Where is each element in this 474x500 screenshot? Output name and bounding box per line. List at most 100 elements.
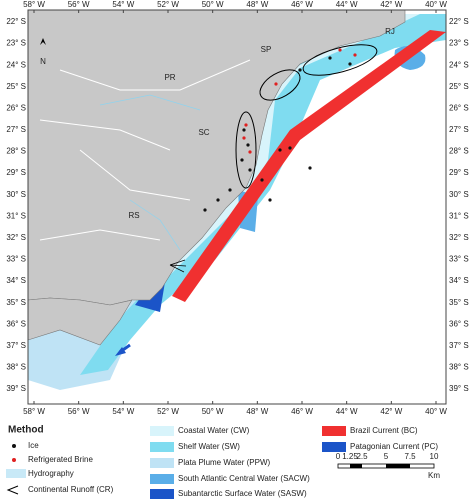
legend-bc <box>322 426 346 436</box>
map: N SP RJ PR SC RS <box>27 9 447 405</box>
lat-label: 35° S <box>6 298 26 307</box>
legend-runoff <box>6 485 19 495</box>
legend-label: Refrigerated Brine <box>28 455 93 464</box>
region-label: PR <box>164 73 175 82</box>
lon-label: 56° W <box>68 407 90 416</box>
brazil-current <box>172 30 446 302</box>
lat-label: 26° S <box>449 103 469 112</box>
lat-label: 25° S <box>449 82 469 91</box>
lon-label: 56° W <box>68 0 90 9</box>
legend-label: Shelf Water (SW) <box>178 442 240 451</box>
hydrography <box>99 94 201 251</box>
lat-label: 31° S <box>449 211 469 220</box>
legend-hydro <box>6 469 26 478</box>
lat-label: 28° S <box>449 147 469 156</box>
lat-label: 34° S <box>6 276 26 285</box>
legend-sw <box>150 442 174 452</box>
lon-label: 42° W <box>380 0 402 9</box>
lon-label: 58° W <box>23 407 45 416</box>
lon-label: 40° W <box>425 0 447 9</box>
scale-bar: 0 1.252.5 5 7.5 10 Km <box>336 452 441 480</box>
lat-label: 37° S <box>449 341 469 350</box>
lat-label: 32° S <box>6 233 26 242</box>
lon-label: 54° W <box>112 407 134 416</box>
lat-label: 30° S <box>449 190 469 199</box>
lat-label: 23° S <box>449 39 469 48</box>
lat-label: 32° S <box>449 233 469 242</box>
scale-label: 5 <box>384 452 389 461</box>
ice-points <box>203 56 352 212</box>
lat-label: 27° S <box>449 125 469 134</box>
scale-seg <box>350 464 362 468</box>
region-label: SP <box>261 45 272 54</box>
lat-label: 29° S <box>6 168 26 177</box>
lat-label: 38° S <box>6 363 26 372</box>
legend-brine <box>12 458 16 462</box>
lat-label: 22° S <box>6 17 26 26</box>
scale-unit: Km <box>428 471 440 480</box>
legend-label: South Atlantic Central Water (SACW) <box>178 474 310 483</box>
sampling-area <box>235 111 257 189</box>
legend-label: Subantarctic Surface Water (SASW) <box>178 489 307 498</box>
lon-label: 52° W <box>157 0 179 9</box>
lon-label: 48° W <box>246 0 268 9</box>
lat-label: 33° S <box>449 255 469 264</box>
lon-label: 46° W <box>291 0 313 9</box>
lat-label: 29° S <box>449 168 469 177</box>
lat-label: 22° S <box>449 17 469 26</box>
lon-label: 44° W <box>336 407 358 416</box>
lat-label: 39° S <box>6 384 26 393</box>
lon-label: 42° W <box>380 407 402 416</box>
north-label: N <box>40 57 46 66</box>
lat-label: 23° S <box>6 39 26 48</box>
shelf-water <box>80 14 446 375</box>
legend-ice <box>12 444 16 448</box>
lat-label: 36° S <box>449 319 469 328</box>
lon-label: 58° W <box>23 0 45 9</box>
lat-label: 33° S <box>6 255 26 264</box>
legend-label: Brazil Current (BC) <box>350 426 418 435</box>
region-label: SC <box>198 128 209 137</box>
legend-cw <box>150 426 174 436</box>
lat-label: 34° S <box>449 276 469 285</box>
lat-label: 28° S <box>6 147 26 156</box>
lon-label: 48° W <box>246 407 268 416</box>
coastal-water <box>140 14 420 300</box>
sampling-area <box>302 44 378 76</box>
lat-label: 26° S <box>6 103 26 112</box>
pc-arrow-head <box>115 347 126 356</box>
lat-label: 36° S <box>6 319 26 328</box>
scale-label: 0 <box>336 452 341 461</box>
legend-title: Method <box>8 425 44 436</box>
lat-label: 38° S <box>449 363 469 372</box>
legend: Method Ice Refrigerated Brine Hydrograph… <box>6 425 438 499</box>
lat-label: 24° S <box>6 60 26 69</box>
lon-label: 44° W <box>336 0 358 9</box>
state-borders <box>39 59 251 241</box>
lat-label: 25° S <box>6 82 26 91</box>
legend-label: Ice <box>28 441 39 450</box>
land <box>27 297 133 346</box>
map-frame <box>27 9 447 405</box>
lat-label: 35° S <box>449 298 469 307</box>
sampling-area <box>259 69 301 101</box>
legend-pc <box>322 442 346 452</box>
lat-label: 31° S <box>6 211 26 220</box>
legend-label: Patagonian Current (PC) <box>350 442 438 451</box>
scale-label: 2.5 <box>356 452 368 461</box>
lon-label: 54° W <box>112 0 134 9</box>
scale-label: 1.25 <box>342 452 358 461</box>
lon-label: 40° W <box>425 407 447 416</box>
legend-ppw <box>150 458 174 468</box>
region-label: RJ <box>385 27 395 36</box>
runoff-fan <box>169 259 187 273</box>
legend-sacw <box>150 474 174 484</box>
lon-label: 52° W <box>157 407 179 416</box>
lat-label: 30° S <box>6 190 26 199</box>
region-label: RS <box>128 211 139 220</box>
scale-seg <box>386 464 410 468</box>
north-arrow <box>40 38 46 45</box>
legend-label: Plata Plume Water (PPW) <box>178 458 271 467</box>
legend-label: Hydrography <box>28 469 74 478</box>
